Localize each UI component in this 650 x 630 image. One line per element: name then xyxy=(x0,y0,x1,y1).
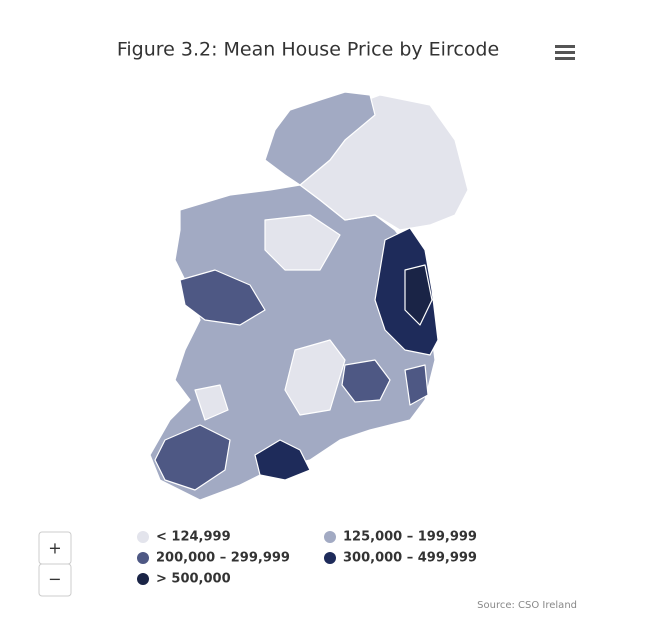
legend-swatch[interactable] xyxy=(137,552,149,564)
map-title: Figure 3.2: Mean House Price by Eircode xyxy=(117,39,499,61)
zoom-in-label: + xyxy=(48,539,61,558)
legend-swatch[interactable] xyxy=(324,531,336,543)
legend-swatch[interactable] xyxy=(137,573,149,585)
legend-swatch[interactable] xyxy=(324,552,336,564)
region xyxy=(154,424,231,491)
menu-line xyxy=(555,57,575,60)
region xyxy=(404,264,433,326)
region xyxy=(264,91,376,186)
region xyxy=(404,364,429,406)
legend: < 124,999 125,000 – 199,999 200,000 – 299,… xyxy=(137,530,477,587)
region xyxy=(284,339,346,416)
region xyxy=(341,359,391,403)
legend-label: < 124,999 xyxy=(156,530,231,545)
source-note: Source: CSO Ireland xyxy=(477,600,577,611)
ireland-map xyxy=(149,91,469,501)
region xyxy=(194,384,229,421)
legend-label: > 500,000 xyxy=(156,572,231,587)
region xyxy=(179,269,266,326)
menu-button[interactable] xyxy=(555,45,575,60)
zoom-out-button[interactable] xyxy=(38,563,72,597)
legend-label: 200,000 – 299,999 xyxy=(156,551,290,566)
zoom-out-label: − xyxy=(48,570,61,589)
menu-line xyxy=(555,51,575,54)
legend-swatch[interactable] xyxy=(137,531,149,543)
legend-label: 125,000 – 199,999 xyxy=(343,530,477,545)
region xyxy=(254,439,311,481)
legend-label: 300,000 – 499,999 xyxy=(343,551,477,566)
region xyxy=(264,214,341,271)
menu-line xyxy=(555,45,575,48)
zoom-controls: + − xyxy=(38,531,72,597)
